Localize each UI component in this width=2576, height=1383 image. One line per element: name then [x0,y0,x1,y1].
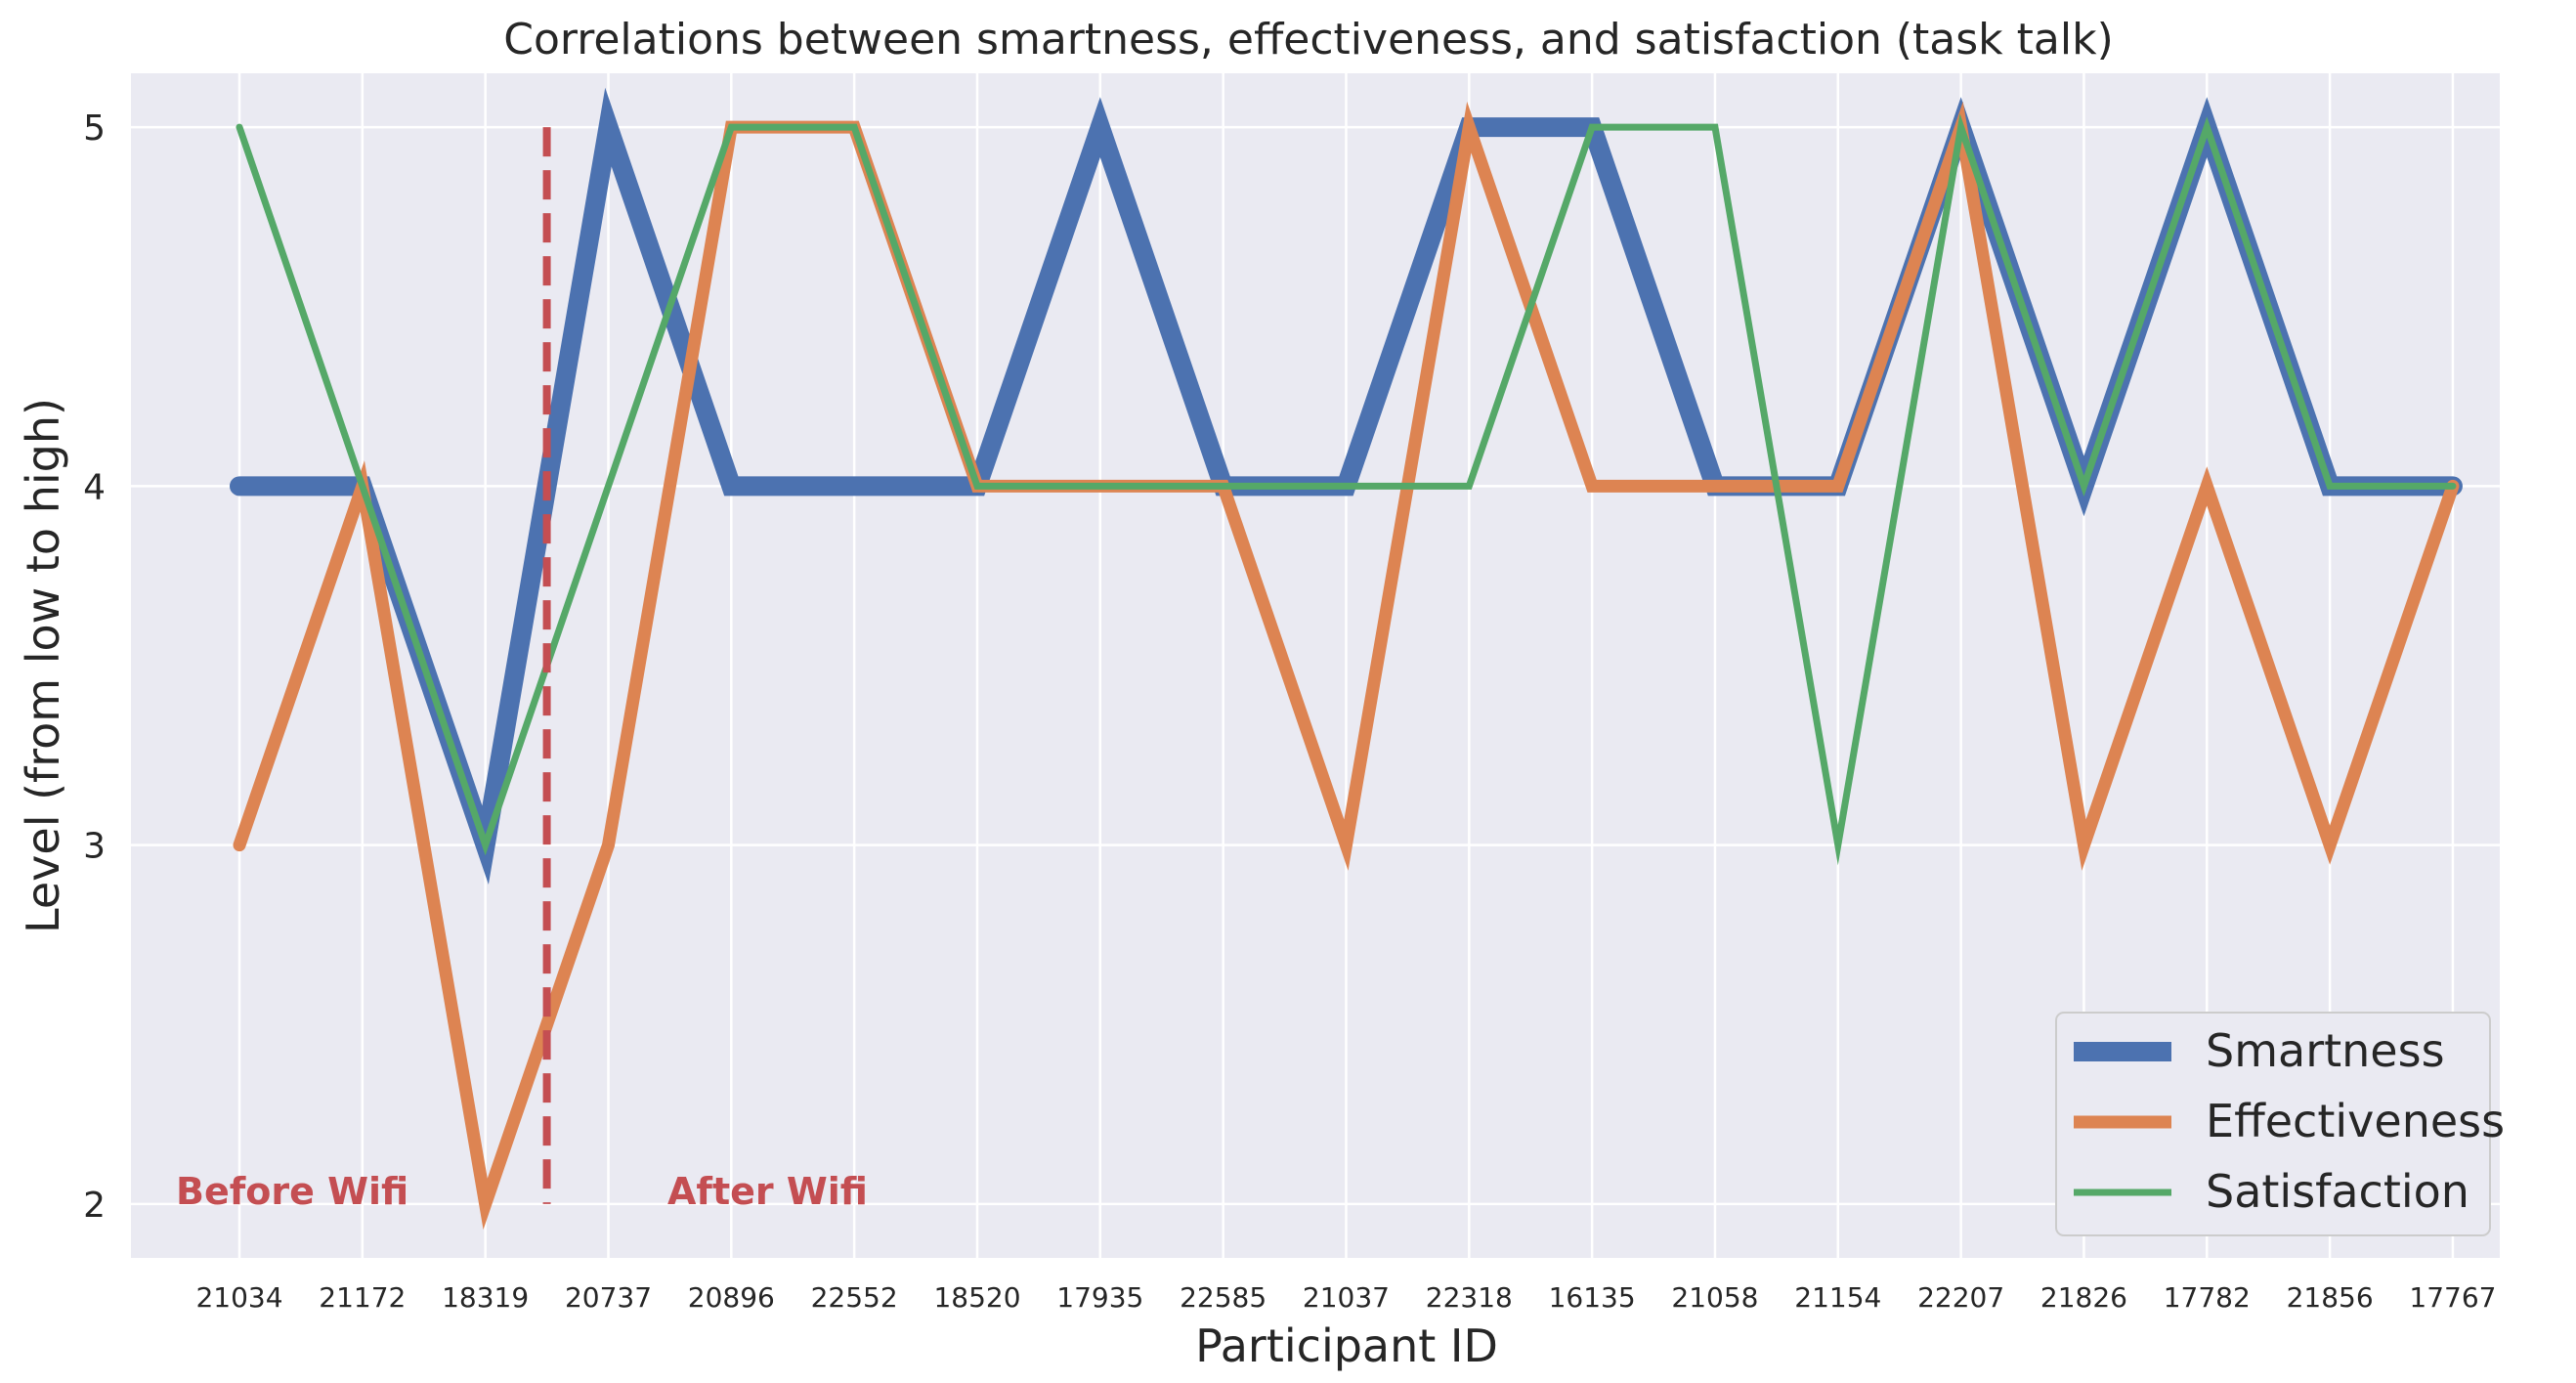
x-tick-label: 21826 [2040,1281,2127,1314]
legend-label-satisfaction: Satisfaction [2206,1165,2469,1218]
legend-label-smartness: Smartness [2206,1024,2445,1077]
x-tick-label: 17782 [2164,1281,2251,1314]
series-line-effectiveness [233,101,2460,1231]
x-tick-label: 22318 [1426,1281,1513,1314]
x-tick-label: 21172 [319,1281,406,1314]
x-tick-label: 17767 [2409,1281,2496,1314]
chart-title: Correlations between smartness, effectiv… [503,15,2114,65]
x-tick-label: 21856 [2287,1281,2374,1314]
annotation-before-wifi: Before Wifi [176,1170,408,1213]
annotation-after-wifi: After Wifi [667,1170,868,1213]
x-tick-label: 21037 [1303,1281,1390,1314]
legend-label-effectiveness: Effectiveness [2206,1095,2505,1147]
x-tick-label: 22552 [811,1281,898,1314]
y-tick-label: 5 [83,108,106,149]
series-line-satisfaction [236,112,2457,866]
x-tick-label: 17935 [1056,1281,1143,1314]
x-tick-label: 21058 [1671,1281,1758,1314]
x-tick-label: 18319 [442,1281,529,1314]
x-tick-label: 22207 [1917,1281,2004,1314]
x-axis-label: Participant ID [1195,1319,1498,1372]
y-tick-label: 3 [83,827,106,867]
legend: Smartness Effectiveness Satisfaction [2055,1012,2505,1236]
x-tick-label: 20737 [565,1281,652,1314]
x-tick-label: 18520 [933,1281,1020,1314]
y-tick-label: 2 [83,1186,106,1226]
series-layer [230,87,2463,1231]
y-tick-label: 4 [83,467,106,507]
x-tick-label: 21034 [195,1281,282,1314]
tick-layer: 21034 21172 18319 20737 20896 22552 18520 17935… [83,108,2496,1314]
x-tick-label: 21154 [1794,1281,1881,1314]
legend-box [2055,1012,2491,1236]
y-axis-label: Level (from low to high) [17,398,69,933]
x-tick-label: 22585 [1180,1281,1267,1314]
x-tick-label: 16135 [1549,1281,1636,1314]
x-tick-label: 20896 [688,1281,775,1314]
